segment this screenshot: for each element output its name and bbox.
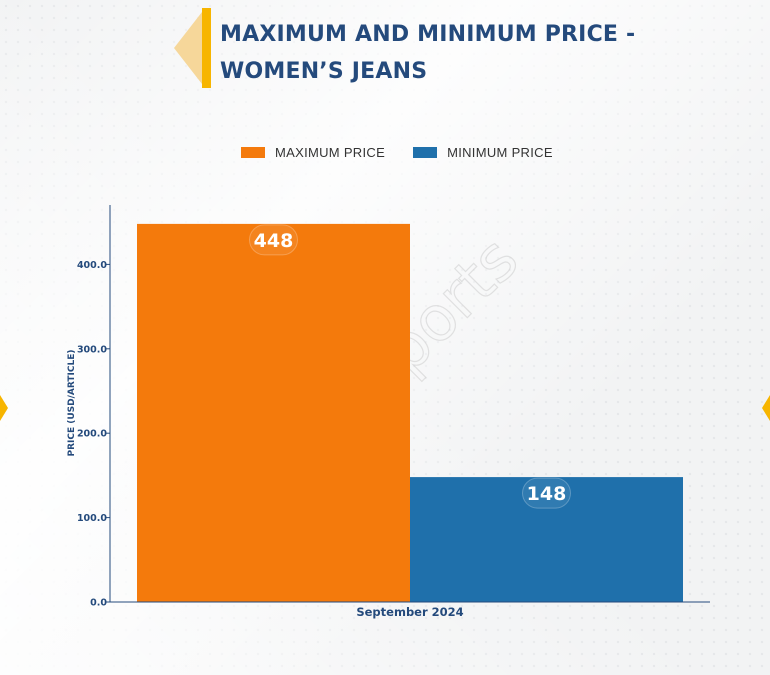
legend-swatch-min [413, 147, 438, 158]
right-edge-marker [762, 395, 770, 421]
data-label-max: 448 [254, 230, 294, 252]
chart-title-line-2: WOMEN’S JEANS [220, 59, 428, 84]
legend-item-min: MINIMUM PRICE [413, 145, 553, 160]
data-label-min: 148 [527, 483, 567, 505]
y-tick-label: 100.0 [77, 513, 107, 524]
data-label-bubble-min [522, 477, 571, 509]
title-accent-bar [202, 8, 211, 88]
legend-swatch-max [241, 147, 265, 158]
y-tick-label: 0.0 [90, 598, 107, 609]
title-chevron-decoration [174, 12, 202, 84]
data-label-bubble-max [249, 224, 298, 256]
legend-item-max: MAXIMUM PRICE [241, 145, 385, 160]
x-tick-label: September 2024 [356, 605, 463, 619]
y-tick-label: 300.0 [77, 344, 107, 355]
chart-title-line-1: MAXIMUM AND MINIMUM PRICE - [220, 22, 636, 47]
legend-label-min: MINIMUM PRICE [447, 145, 553, 160]
left-edge-marker [0, 395, 8, 421]
bar-min [410, 477, 683, 602]
y-axis-label: PRICE (USD/ARTICLE) [67, 349, 77, 456]
chart-legend: MAXIMUM PRICE MINIMUM PRICE [241, 145, 581, 160]
y-tick-label: 400.0 [77, 260, 107, 271]
legend-label-max: MAXIMUM PRICE [275, 145, 386, 160]
y-tick-label: 200.0 [77, 429, 107, 440]
bar-max [137, 223, 410, 602]
chart-title: MAXIMUM AND MINIMUM PRICE - WOMEN’S JEAN… [220, 16, 740, 90]
